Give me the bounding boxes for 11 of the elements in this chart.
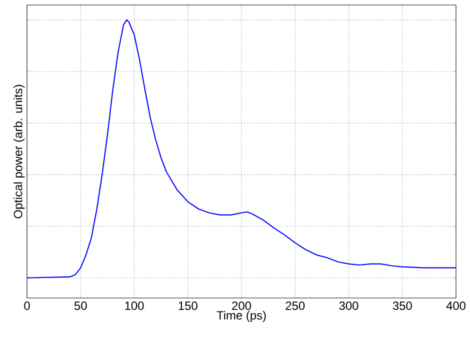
x-axis-title: Time (ps) [216, 310, 266, 322]
x-tick-label: 50 [74, 302, 87, 310]
x-tick-label: 400 [446, 302, 466, 310]
x-tick-label: 100 [125, 302, 144, 310]
x-tick-label: 150 [178, 302, 198, 310]
x-tick-label: 0 [24, 302, 30, 310]
y-axis-title: Optical power (arb. units) [14, 84, 25, 218]
x-tick-label: 250 [286, 302, 305, 310]
x-tick-label: 200 [232, 302, 252, 310]
x-tick-label: 350 [392, 302, 412, 310]
x-tick-label: 300 [339, 302, 358, 310]
